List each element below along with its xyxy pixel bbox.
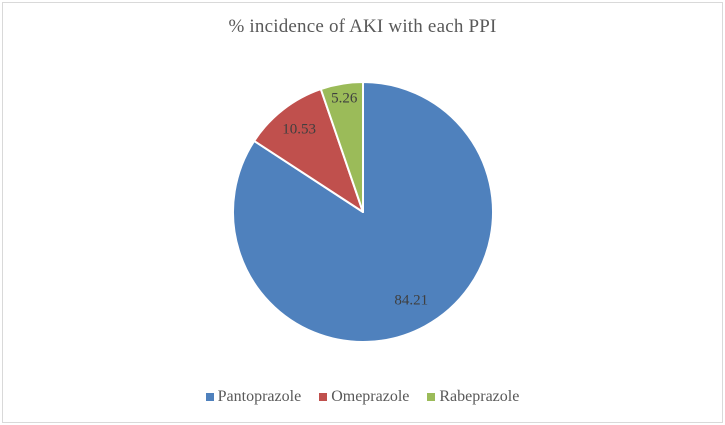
pie-slice-pantoprazole (232, 81, 494, 343)
legend-item-omeprazole: Omeprazole (319, 388, 409, 406)
data-label-rabeprazole: 5.26 (331, 91, 358, 107)
legend-swatch-icon (427, 393, 436, 401)
legend-swatch-icon (205, 393, 214, 401)
chart-legend: Pantoprazole Omeprazole Rabeprazole (0, 388, 725, 406)
legend-swatch-icon (319, 393, 328, 401)
chart-title: % incidence of AKI with each PPI (228, 16, 497, 37)
pie-slice-rabeprazole (319, 81, 364, 213)
legend-label: Omeprazole (331, 388, 410, 405)
pie-slice-omeprazole (253, 88, 364, 213)
data-label-omeprazole: 10.53 (282, 121, 316, 137)
legend-label: Pantoprazole (217, 388, 302, 405)
legend-label: Rabeprazole (439, 388, 520, 405)
data-label-pantoprazole: 84.21 (394, 293, 428, 309)
legend-item-pantoprazole: Pantoprazole (205, 388, 302, 406)
legend-item-rabeprazole: Rabeprazole (427, 388, 519, 406)
